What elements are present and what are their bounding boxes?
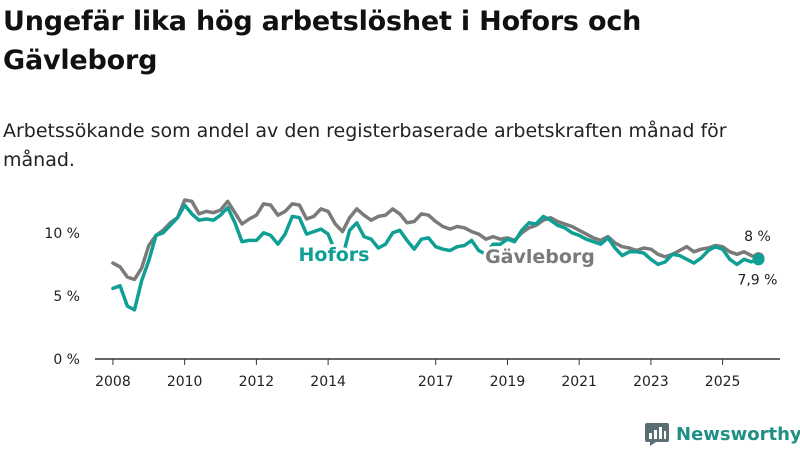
x-tick-label: 2025 [705,374,741,390]
y-tick-label: 0 % [53,352,80,368]
x-tick-label: 2012 [239,374,275,390]
end-label-hofors: 7,9 % [737,272,777,288]
chart-title: Ungefär lika hög arbetslöshet i Hofors o… [3,6,642,76]
series-line-hofors [111,203,761,312]
x-tick-label: 2017 [418,374,454,390]
end-label-gavleborg: 8 % [744,229,771,245]
chart-subtitle: Arbetssökande som andel av den registerb… [3,120,727,171]
x-tick-label: 2019 [490,374,526,390]
newsworthy-logo-text: Newsworthy [676,423,800,445]
x-tick-label: 2010 [167,374,203,390]
series-line-gavleborg [111,198,761,282]
y-tick-label: 10 % [44,226,80,242]
x-tick-label: 2023 [633,374,669,390]
newsworthy-logo-icon [645,423,669,446]
series-label-gavleborg: Gävleborg [485,246,595,268]
x-tick-label: 2008 [95,374,131,390]
series-label-hofors: Hofors [299,244,370,266]
newsworthy-logo[interactable]: Newsworthy [644,420,800,448]
y-tick-label: 5 % [53,289,80,305]
end-marker-hofors [752,253,765,266]
x-tick-label: 2014 [310,374,346,390]
x-tick-label: 2021 [561,374,597,390]
